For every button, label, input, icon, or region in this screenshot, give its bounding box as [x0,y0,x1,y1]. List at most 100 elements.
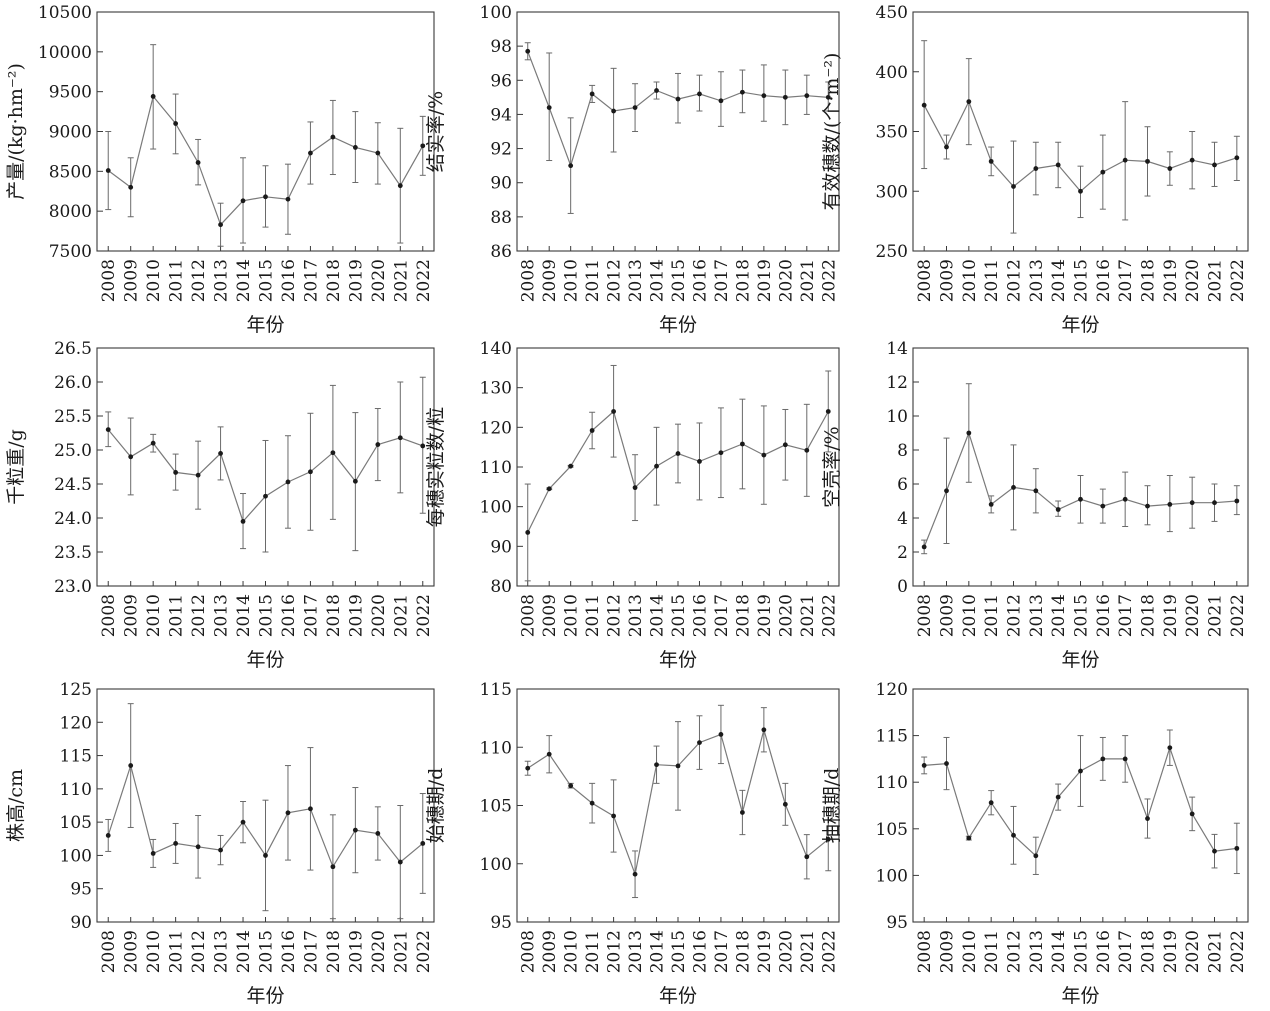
data-point [1234,498,1240,504]
data-point [761,727,767,733]
data-point [1011,184,1016,189]
x-tick-label: 2018 [324,594,344,637]
y-axis-title: 结实率/% [425,91,447,172]
x-tick-label: 2011 [583,259,603,302]
y-axis-title: 始穗期/d [425,768,447,844]
x-tick-label: 2008 [915,930,935,973]
y-tick-label: 120 [60,713,92,733]
data-point [804,93,810,99]
data-point [173,841,179,846]
x-tick-label: 2010 [562,259,582,302]
y-tick-label: 95 [70,880,92,900]
data-point [1167,745,1173,751]
data-point [1189,157,1195,163]
x-tick-label: 2009 [540,259,560,302]
data-point [825,409,831,414]
x-tick-label: 2009 [938,594,958,637]
y-tick-label: 100 [480,3,512,23]
data-point [128,763,134,768]
x-tick-label: 2021 [1206,594,1226,637]
x-axis-title: 年份 [1061,985,1099,1007]
data-point [825,836,831,842]
x-tick-label: 2013 [1027,930,1047,973]
y-tick-label: 100 [876,866,908,886]
x-tick-label: 2017 [301,594,321,637]
x-tick-label: 2012 [1005,594,1025,637]
x-tick-label: 2010 [144,594,164,637]
y-tick-label: 88 [490,208,512,228]
data-point [921,102,927,108]
x-tick-label: 2015 [1072,930,1092,973]
data-point [1212,162,1217,168]
x-tick-label: 2015 [257,930,277,973]
data-point [1122,756,1128,762]
data-point [761,452,767,458]
x-tick-label: 2012 [189,930,209,973]
data-point [740,810,745,815]
x-tick-label: 2019 [1161,594,1181,637]
x-tick-label: 2012 [605,259,625,302]
data-point [525,765,531,771]
data-point [740,441,745,447]
data-point [240,519,246,524]
x-tick-label: 2016 [279,259,299,302]
x-tick-label: 2022 [414,594,434,637]
data-point [944,144,949,150]
data-point [150,94,156,99]
y-tick-label: 105 [876,820,908,840]
y-tick-label: 2 [897,543,908,563]
data-point [1033,166,1039,171]
y-tick-label: 400 [876,63,908,83]
x-tick-label: 2019 [346,594,366,637]
data-point [1145,503,1150,509]
x-axis-title: 年份 [246,314,284,336]
x-tick-label: 2016 [690,930,710,973]
x-tick-label: 2018 [324,259,344,302]
x-tick-label: 2021 [798,259,818,302]
x-tick-label: 2016 [279,930,299,973]
x-tick-label: 2022 [1228,259,1248,302]
y-tick-label: 10 [886,407,908,427]
x-tick-label: 2012 [605,930,625,973]
data-point [697,91,702,97]
data-point [546,486,552,492]
error-bar [760,64,767,122]
x-tick-label: 2022 [819,259,839,302]
x-tick-label: 2020 [776,594,796,637]
data-point [105,168,111,173]
data-point [218,847,223,853]
y-tick-label: 9000 [49,123,92,143]
y-axis-title: 千粒重/g [5,429,27,505]
data-point [988,158,994,164]
x-tick-label: 2011 [167,930,187,973]
data-point [546,105,552,110]
x-tick-label: 2017 [301,259,321,302]
data-point [632,105,638,110]
y-axis-title: 株高/cm [5,769,27,842]
x-axis-title: 年份 [659,649,697,671]
x-tick-label: 2013 [212,930,232,973]
data-point [1145,158,1150,164]
y-tick-label: 300 [876,182,908,202]
y-tick-label: 98 [490,37,512,57]
data-point [375,831,381,836]
x-tick-label: 2020 [369,930,389,973]
data-point [1011,832,1016,838]
data-point [525,530,531,535]
data-point [308,469,313,475]
y-tick-label: 26.0 [54,373,92,393]
x-tick-label: 2013 [212,259,232,302]
x-tick-label: 2022 [414,259,434,302]
data-point [718,450,724,456]
y-tick-label: 6 [897,475,908,495]
y-tick-label: 115 [480,680,512,700]
data-point [1033,488,1039,494]
y-tick-label: 14 [886,339,908,359]
data-point [1100,756,1106,762]
y-tick-label: 26.5 [54,339,92,359]
x-tick-label: 2021 [391,259,411,302]
data-point [1189,811,1195,817]
data-point [397,435,403,441]
x-tick-label: 2008 [519,594,539,637]
